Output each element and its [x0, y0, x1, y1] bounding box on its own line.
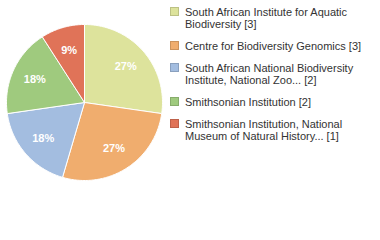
html-text:Centre for Biodiversity Genomi: Centre for Biodiversity Genomics [3] — [185, 40, 362, 52]
svg-text:18%: 18% — [24, 73, 46, 85]
html-text:Smithsonian Institution [2]: Smithsonian Institution [2] — [185, 96, 311, 108]
html-text:South African Institute for Aq: South African Institute for Aquatic Biod… — [185, 6, 347, 30]
svg-text:27%: 27% — [115, 60, 137, 72]
svg-text:9%: 9% — [61, 44, 77, 56]
svg-text:27%: 27% — [103, 142, 125, 154]
html-text:South African National Biodive: South African National Biodiversity Inst… — [185, 62, 354, 86]
svg-text:18%: 18% — [32, 132, 54, 144]
html-text:Smithsonian Institution, Natio: Smithsonian Institution, National Museum… — [185, 118, 343, 142]
